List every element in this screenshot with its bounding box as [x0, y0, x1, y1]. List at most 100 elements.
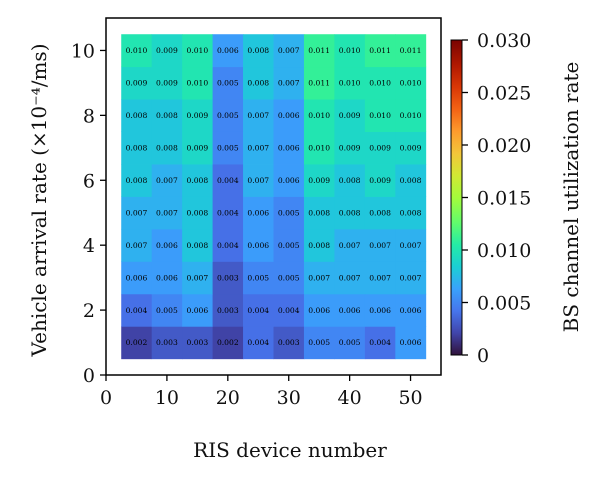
heatmap-cell — [364, 261, 396, 295]
heatmap-cell — [334, 326, 366, 360]
cell-value-label: 0.009 — [339, 111, 361, 120]
colorbar-tick-label: 0.010 — [477, 240, 531, 262]
colorbar-tick-label: 0.025 — [477, 83, 531, 105]
cell-value-label: 0.004 — [278, 306, 300, 315]
heatmap-cell — [243, 196, 274, 230]
heatmap-cell — [212, 66, 244, 100]
y-tick-label: 4 — [83, 235, 95, 257]
cell-value-label: 0.004 — [217, 241, 239, 250]
cell-value-label: 0.009 — [400, 144, 422, 153]
heatmap-cell — [303, 131, 335, 165]
heatmap-cell — [273, 326, 305, 360]
heatmap-cell — [334, 99, 366, 132]
cell-value-label: 0.002 — [126, 338, 148, 347]
cell-value-label: 0.004 — [247, 338, 269, 347]
cell-value-label: 0.006 — [247, 241, 269, 250]
y-tick-label: 8 — [83, 105, 95, 127]
heatmap-cell — [212, 326, 244, 360]
heatmap-cell — [212, 34, 244, 68]
x-tick-label: 50 — [398, 387, 422, 409]
cell-value-label: 0.004 — [247, 306, 269, 315]
heatmap-cell — [364, 34, 396, 68]
heatmap-cell — [212, 131, 244, 165]
x-tick-label: 30 — [277, 387, 301, 409]
cell-value-label: 0.007 — [308, 273, 330, 282]
heatmap-cell — [151, 66, 183, 100]
x-tick-label: 20 — [216, 387, 240, 409]
heatmap-cell — [364, 293, 396, 327]
cell-value-label: 0.006 — [156, 273, 178, 282]
heatmap-cell — [243, 228, 274, 262]
cell-value-label: 0.008 — [186, 241, 208, 250]
cell-value-label: 0.010 — [339, 79, 361, 88]
heatmap-cell — [395, 326, 427, 360]
cell-value-label: 0.011 — [369, 46, 391, 55]
cell-value-label: 0.007 — [126, 208, 148, 217]
cell-value-label: 0.007 — [369, 273, 391, 282]
cell-value-label: 0.008 — [126, 176, 148, 185]
heatmap-cell — [273, 261, 305, 295]
cell-value-label: 0.009 — [369, 144, 391, 153]
cell-value-label: 0.004 — [126, 306, 148, 315]
cell-value-label: 0.009 — [156, 79, 178, 88]
cell-value-label: 0.006 — [156, 241, 178, 250]
heatmap-cell — [273, 293, 305, 327]
cell-value-label: 0.007 — [339, 273, 361, 282]
x-axis-label: RIS device number — [193, 438, 387, 462]
cell-value-label: 0.008 — [400, 208, 422, 217]
heatmap-cell — [212, 196, 244, 230]
heatmap-cell — [182, 293, 213, 327]
cell-value-label: 0.010 — [400, 111, 422, 120]
heatmap-cell — [121, 261, 153, 295]
cell-value-label: 0.008 — [186, 176, 208, 185]
colorbar — [450, 39, 463, 356]
heatmap-cell — [121, 228, 153, 262]
heatmap-cell — [395, 228, 427, 262]
cell-value-label: 0.008 — [308, 208, 330, 217]
heatmap-cell — [303, 164, 335, 197]
cell-value-label: 0.003 — [217, 273, 239, 282]
cell-value-label: 0.009 — [186, 144, 208, 153]
colorbar-label: BS channel utilization rate — [559, 62, 583, 333]
colorbar-tick-label: 0.030 — [477, 30, 531, 52]
heatmap-cell — [334, 164, 366, 197]
heatmap-cell — [151, 131, 183, 165]
cell-value-label: 0.005 — [308, 338, 330, 347]
heatmap-cell — [243, 326, 274, 360]
cell-value-label: 0.006 — [339, 306, 361, 315]
cell-value-label: 0.005 — [278, 208, 300, 217]
heatmap-cell — [121, 196, 153, 230]
cell-value-label: 0.010 — [369, 111, 391, 120]
heatmap-cell — [303, 99, 335, 132]
cell-value-label: 0.006 — [369, 306, 391, 315]
cell-value-label: 0.008 — [400, 176, 422, 185]
heatmap-cell — [151, 293, 183, 327]
heatmap-cell — [334, 261, 366, 295]
cell-value-label: 0.004 — [217, 208, 239, 217]
heatmap-cell — [395, 164, 427, 197]
heatmap-cell — [334, 196, 366, 230]
cell-value-label: 0.007 — [339, 241, 361, 250]
y-axis-label: Vehicle arrival rate (×10⁻⁴/ms) — [27, 44, 51, 358]
cell-value-label: 0.005 — [217, 79, 239, 88]
plot-frame — [105, 17, 442, 376]
heatmap-cell — [303, 293, 335, 327]
heatmap-cell — [334, 131, 366, 165]
cell-value-label: 0.010 — [186, 46, 208, 55]
y-tick-label: 2 — [83, 300, 95, 322]
cell-value-label: 0.003 — [186, 338, 208, 347]
cell-value-label: 0.007 — [126, 241, 148, 250]
cell-value-label: 0.007 — [156, 176, 178, 185]
colorbar-tick-label: 0.020 — [477, 135, 531, 157]
cell-value-label: 0.009 — [369, 176, 391, 185]
heatmap-cell — [243, 66, 274, 100]
y-axis: 0 2 4 6 8 10 — [71, 40, 106, 387]
heatmap-cell — [395, 196, 427, 230]
heatmap-cell — [212, 293, 244, 327]
heatmap-cell — [273, 228, 305, 262]
cell-value-label: 0.005 — [278, 241, 300, 250]
cell-value-label: 0.006 — [278, 111, 300, 120]
heatmap-cell — [364, 131, 396, 165]
cell-value-label: 0.010 — [308, 144, 330, 153]
cell-value-label: 0.008 — [369, 208, 391, 217]
